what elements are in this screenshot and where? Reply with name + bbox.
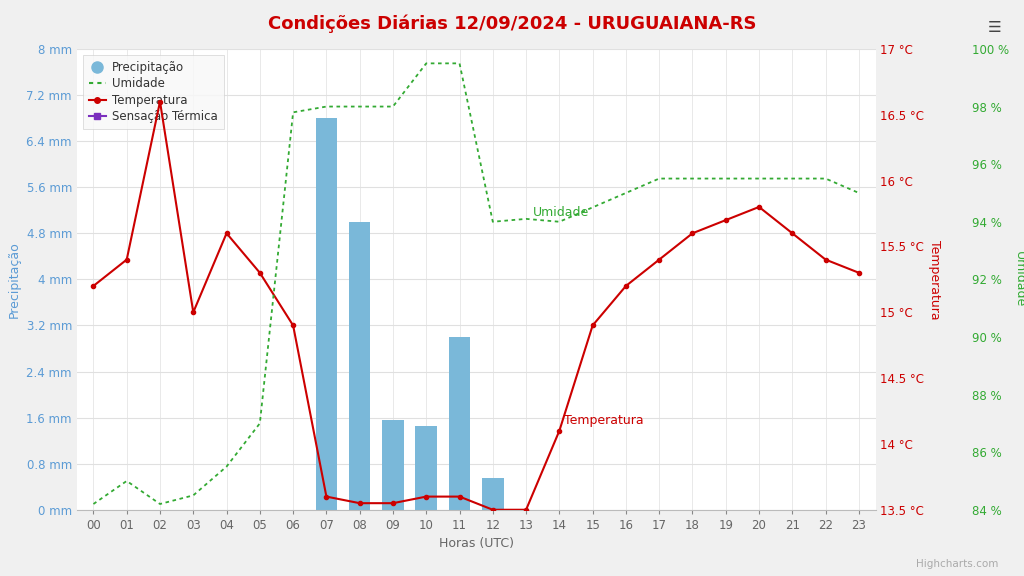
Text: ☰: ☰ [988,20,1001,35]
Y-axis label: Precipitação: Precipitação [8,241,20,318]
Bar [349,222,371,510]
Bar [382,420,403,510]
Bar [416,426,437,510]
Bar [482,478,504,510]
Text: Highcharts.com: Highcharts.com [916,559,998,569]
X-axis label: Horas (UTC): Horas (UTC) [438,537,514,550]
Legend: Precipitação, Umidade, Temperatura, Sensação Térmica: Precipitação, Umidade, Temperatura, Sens… [83,55,224,129]
Y-axis label: Temperatura: Temperatura [928,240,941,319]
Text: Temperatura: Temperatura [564,414,644,427]
Bar [449,337,470,510]
Bar [315,118,337,510]
Text: Condições Diárias 12/09/2024 - URUGUAIANA-RS: Condições Diárias 12/09/2024 - URUGUAIAN… [267,14,757,33]
Text: Umidade: Umidade [532,206,589,219]
Y-axis label: Umidade: Umidade [1013,251,1024,308]
